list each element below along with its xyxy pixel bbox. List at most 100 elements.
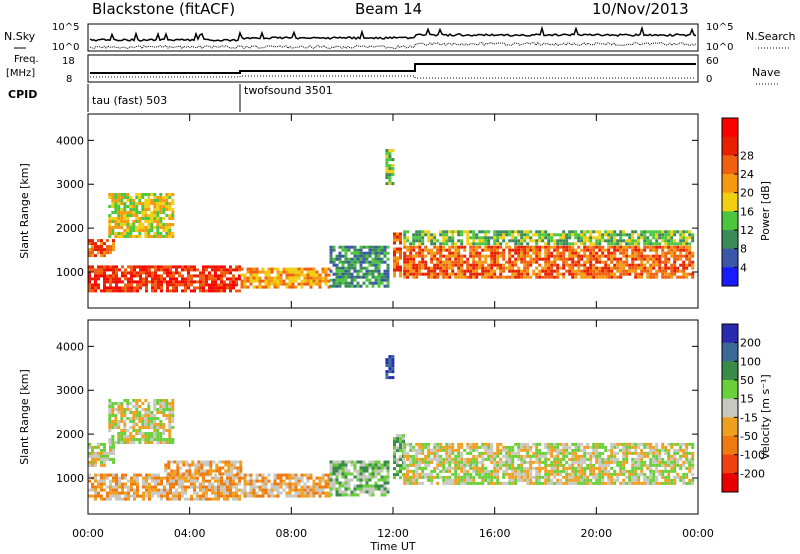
power-cell xyxy=(294,270,298,274)
velocity-cell xyxy=(553,445,557,449)
power-cell xyxy=(412,257,416,261)
power-cell xyxy=(159,193,163,196)
velocity-cell xyxy=(583,475,587,479)
power-cell xyxy=(214,286,217,290)
noise-left-tick-low: 10^0 xyxy=(52,42,79,53)
velocity-cell xyxy=(133,476,136,480)
velocity-cell xyxy=(97,445,100,449)
velocity-cell xyxy=(598,454,602,458)
power-cell xyxy=(592,236,596,240)
power-cell xyxy=(538,233,542,237)
velocity-cell xyxy=(100,497,103,501)
velocity-cell xyxy=(604,481,608,485)
power-cell xyxy=(153,199,157,202)
velocity-cell xyxy=(499,460,503,464)
power-cell xyxy=(160,268,163,272)
velocity-cell xyxy=(288,485,292,489)
power-cell xyxy=(520,233,524,237)
velocity-cell xyxy=(637,478,641,482)
velocity-cell xyxy=(460,445,464,449)
power-cell xyxy=(166,265,169,269)
power-cell xyxy=(380,278,384,282)
power-cell xyxy=(399,232,402,236)
power-cell xyxy=(652,263,656,267)
velocity-cell xyxy=(332,472,336,476)
power-cell xyxy=(580,272,584,276)
velocity-cell xyxy=(544,466,548,470)
velocity-cell xyxy=(168,408,172,411)
power-cell xyxy=(386,269,390,273)
power-cell xyxy=(243,276,247,280)
power-cell xyxy=(499,269,503,273)
power-cell xyxy=(255,285,259,289)
velocity-cell xyxy=(344,466,348,470)
velocity-cell xyxy=(203,463,207,467)
velocity-cell xyxy=(374,460,378,464)
velocity-cell xyxy=(544,475,548,479)
velocity-cell xyxy=(159,438,163,441)
velocity-cell xyxy=(667,481,671,485)
power-cell xyxy=(475,260,479,264)
velocity-cell xyxy=(673,451,677,455)
velocity-cell xyxy=(466,481,470,485)
velocity-cell xyxy=(97,451,100,455)
velocity-cell xyxy=(481,478,485,482)
power-cell xyxy=(496,236,500,240)
power-cell xyxy=(445,266,449,270)
power-cell xyxy=(526,260,530,264)
velocity-cell xyxy=(229,479,232,483)
velocity-cell xyxy=(523,448,527,452)
power-cell xyxy=(162,196,166,199)
velocity-cell xyxy=(433,475,437,479)
velocity-cell xyxy=(341,490,345,494)
power-cell xyxy=(577,245,581,249)
velocity-cell xyxy=(568,466,572,470)
power-cell xyxy=(583,272,587,276)
power-cell xyxy=(126,235,130,238)
velocity-cell xyxy=(406,475,410,479)
power-cell xyxy=(688,263,692,267)
power-cell xyxy=(109,277,112,281)
power-cell xyxy=(166,271,169,275)
power-cell xyxy=(391,164,395,168)
power-cell xyxy=(685,230,689,234)
velocity-cell xyxy=(649,469,653,473)
velocity-cell xyxy=(162,399,166,402)
power-cell xyxy=(589,239,593,243)
velocity-cell xyxy=(640,448,644,452)
velocity-cell xyxy=(661,448,665,452)
power-cell xyxy=(91,248,94,252)
nave-label: Nave xyxy=(752,66,780,79)
power-cell xyxy=(433,245,437,249)
velocity-cell xyxy=(409,448,413,452)
velocity-cell xyxy=(218,469,222,473)
power-cell xyxy=(329,284,333,288)
power-cell xyxy=(490,275,494,279)
power-cell xyxy=(306,279,310,283)
velocity-cell xyxy=(145,491,148,495)
velocity-cell xyxy=(475,472,479,476)
power-cell xyxy=(141,193,145,196)
power-cell xyxy=(324,276,328,280)
velocity-cell xyxy=(115,485,118,489)
power-cell xyxy=(139,280,142,284)
velocity-cell xyxy=(246,482,250,486)
velocity-cell xyxy=(100,485,103,489)
power-cell xyxy=(478,230,482,234)
power-cell xyxy=(448,239,452,243)
power-cell xyxy=(454,251,458,255)
velocity-cell xyxy=(664,460,668,464)
power-cell xyxy=(184,280,187,284)
velocity-cell xyxy=(616,475,620,479)
velocity-cell xyxy=(197,463,201,467)
velocity-cell xyxy=(252,491,256,495)
power-cell xyxy=(457,245,461,249)
power-cell xyxy=(383,254,387,258)
velocity-cell xyxy=(487,469,491,473)
velocity-cell xyxy=(622,478,626,482)
velocity-cell xyxy=(196,497,199,501)
power-cell xyxy=(610,272,614,276)
velocity-cell xyxy=(91,488,94,492)
power-cell xyxy=(294,279,298,283)
